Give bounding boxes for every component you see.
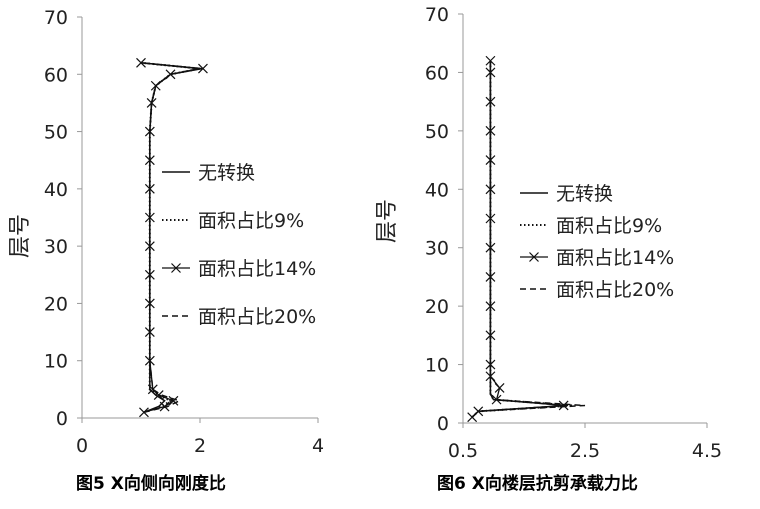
x-tick-label: 4 [312,435,324,457]
x-tick-label: 0 [76,435,88,457]
y-tick-label: 60 [425,62,449,84]
y-tick-label: 10 [44,351,68,373]
series-marker [485,184,496,195]
legend-marker [171,263,181,273]
series-marker [144,212,155,223]
y-tick-label: 50 [425,121,449,143]
x-tick-label: 4.5 [692,440,722,462]
y-tick-label: 50 [44,122,68,144]
y-tick-label: 70 [425,4,449,26]
y-tick-label: 40 [44,179,68,201]
chart2-caption: 图6 X向楼层抗剪承载力比 [437,473,638,494]
y-tick-label: 20 [425,296,449,318]
series-marker [144,241,155,252]
legend-label-2: 面积占比9% [198,210,304,232]
y-tick-label: 30 [44,236,68,258]
series-line-2 [471,60,573,418]
legend-label-4: 面积占比20% [198,306,316,328]
legend-label-2: 面积占比9% [556,215,662,237]
series-marker [485,242,496,253]
series-line-4 [471,60,586,418]
y-tick-label: 70 [44,7,68,29]
series-marker [558,400,569,411]
y-tick-label: 40 [425,179,449,201]
legend-label-4: 面积占比20% [556,279,674,301]
series-marker [147,384,158,395]
legend-label-3: 面积占比14% [556,247,674,269]
series-marker [485,125,496,136]
series-marker [198,63,208,74]
series-marker [144,183,155,194]
y-tick-label: 0 [56,408,68,430]
series-marker [485,55,496,66]
chart1-caption: 图5 X向侧向刚度比 [76,473,226,494]
legend-label-1: 无转换 [198,162,255,184]
series-marker [485,213,496,224]
series-marker [136,57,146,68]
legend-label-3: 面积占比14% [198,258,316,280]
series-line-4 [140,62,201,414]
y-tick-label: 0 [437,413,449,435]
y-tick-label: 20 [44,293,68,315]
chart1-ylabel: 层号 [8,214,33,258]
y-tick-label: 30 [425,238,449,260]
series-line-1 [471,60,567,418]
chart2-ylabel: 层号 [375,199,400,243]
y-tick-label: 10 [425,355,449,377]
x-tick-label: 2.5 [570,440,600,462]
series-marker [494,383,505,393]
series-marker [485,155,496,165]
x-tick-label: 2 [194,435,206,457]
y-tick-label: 60 [44,64,68,86]
legend-marker [529,252,539,262]
legend-label-1: 无转换 [556,183,613,205]
series-marker [168,395,179,406]
x-tick-label: 0.5 [448,440,478,462]
series-line-3 [471,60,564,418]
